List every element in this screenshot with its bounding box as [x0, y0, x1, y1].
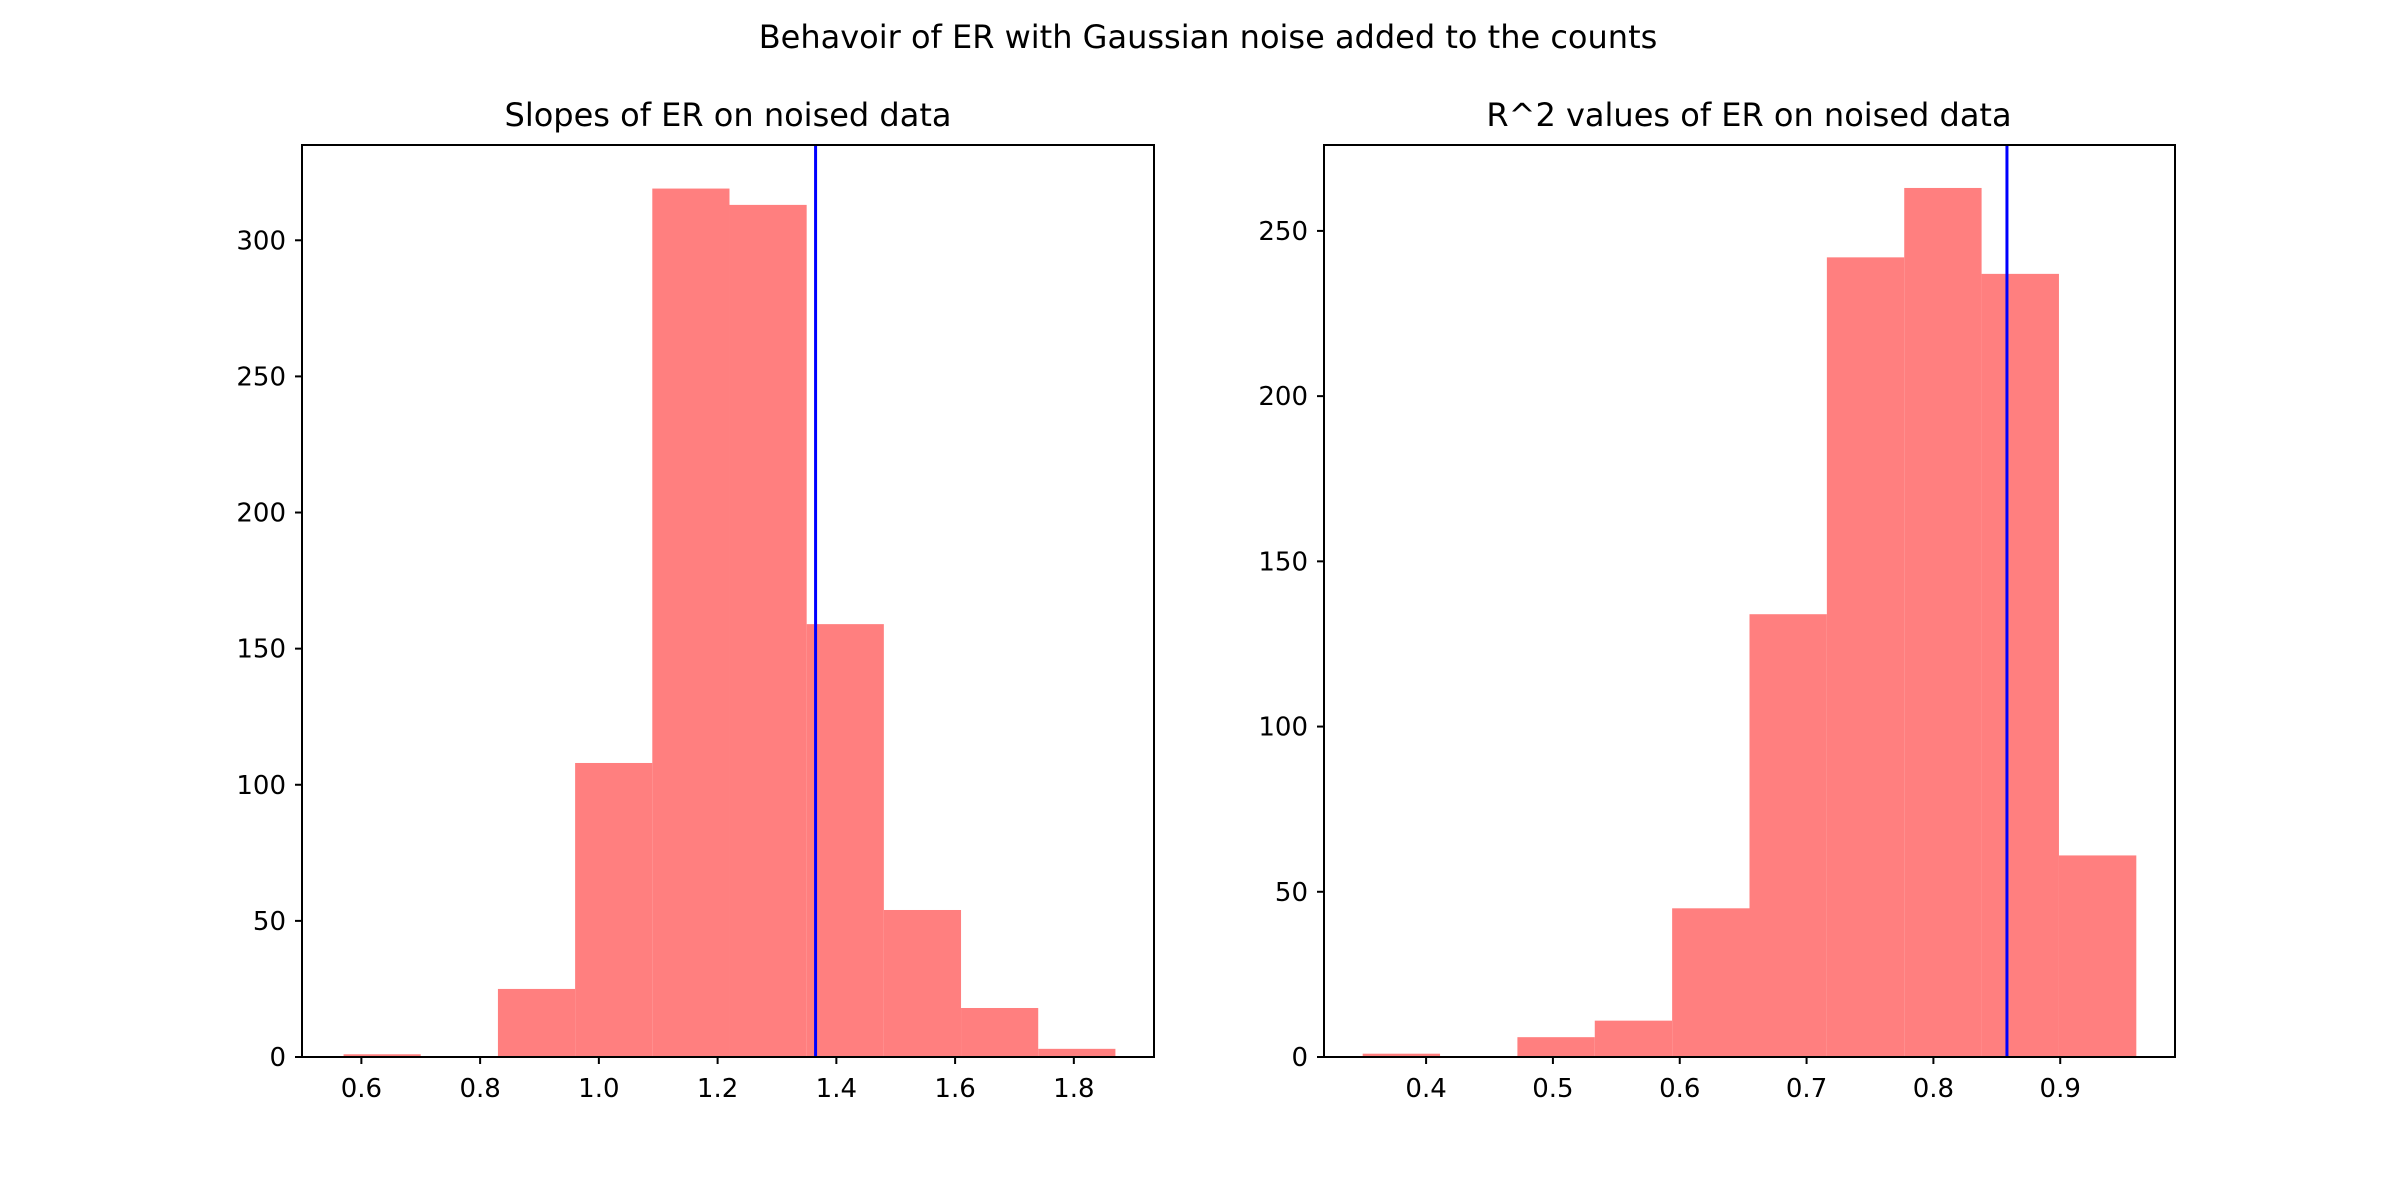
right-subplot-bar-8 [1981, 273, 2059, 1057]
left-subplot-x-tick-label-2: 1.0 [578, 1074, 619, 1104]
left-subplot-bar-3 [575, 762, 653, 1057]
left-subplot-x-tick-label-5: 1.6 [934, 1074, 975, 1104]
left-subplot-x-tick-label-4: 1.4 [816, 1074, 857, 1104]
left-subplot-title: Slopes of ER on noised data [505, 96, 952, 134]
right-subplot-y-tick-label-0: 0 [1291, 1043, 1308, 1073]
right-subplot-bars [1362, 187, 2137, 1057]
right-subplot-x-tick-label-2: 0.6 [1659, 1074, 1700, 1104]
right-subplot-x-tick-label-4: 0.8 [1913, 1074, 1954, 1104]
left-subplot-bar-0 [343, 1054, 421, 1057]
left-subplot-y-tick-label-4: 200 [236, 499, 286, 529]
left-subplot-bar-8 [961, 1007, 1039, 1057]
right-subplot-y-axis: 0 50 100 150 200 250 [1258, 217, 1324, 1073]
left-subplot-bar-4 [652, 188, 730, 1057]
left-subplot-y-tick-label-6: 300 [236, 226, 286, 256]
right-subplot-bar-0 [1362, 1053, 1441, 1057]
right-subplot-y-tick-label-5: 250 [1258, 217, 1308, 247]
left-subplot-frame [301, 144, 1155, 1058]
left-subplot: Slopes of ER on noised data 0.6 0.8 1.0 1.2… [236, 96, 1155, 1104]
left-subplot-y-tick-label-2: 100 [236, 771, 286, 801]
left-subplot-x-tick-label-0: 0.6 [341, 1074, 382, 1104]
right-subplot-bar-9 [2058, 855, 2137, 1057]
right-subplot-bar-6 [1826, 257, 1905, 1057]
left-subplot-x-tick-label-6: 1.8 [1053, 1074, 1094, 1104]
right-subplot-x-tick-label-3: 0.7 [1786, 1074, 1827, 1104]
right-subplot-y-tick-label-3: 150 [1258, 547, 1308, 577]
left-subplot-y-axis: 0 50 100 150 200 250 300 [236, 226, 302, 1073]
right-subplot-frame [1323, 144, 2176, 1058]
right-subplot-bar-3 [1594, 1020, 1673, 1057]
left-subplot-y-tick-label-1: 50 [253, 907, 286, 937]
left-subplot-bars [343, 188, 1116, 1058]
left-subplot-y-tick-label-3: 150 [236, 635, 286, 665]
left-subplot-x-axis: 0.6 0.8 1.0 1.2 1.4 1.6 1.8 [341, 1057, 1095, 1104]
right-subplot-y-tick-label-4: 200 [1258, 382, 1308, 412]
right-subplot-bar-7 [1904, 187, 1982, 1057]
figure-suptitle: Behavoir of ER with Gaussian noise added… [759, 18, 1658, 56]
right-subplot-y-tick-label-2: 100 [1258, 713, 1308, 743]
left-subplot-x-tick-label-3: 1.2 [697, 1074, 738, 1104]
left-subplot-bar-9 [1038, 1048, 1116, 1057]
right-subplot-bar-5 [1749, 614, 1827, 1057]
right-subplot-bar-4 [1672, 908, 1750, 1057]
left-subplot-y-tick-label-0: 0 [269, 1043, 286, 1073]
right-subplot-x-tick-label-5: 0.9 [2040, 1074, 2081, 1104]
right-subplot-y-tick-label-1: 50 [1275, 878, 1308, 908]
left-subplot-bar-2 [497, 988, 576, 1057]
right-subplot-x-tick-label-0: 0.4 [1405, 1074, 1446, 1104]
right-subplot-x-tick-label-1: 0.5 [1532, 1074, 1573, 1104]
right-subplot: R^2 values of ER on noised data 0.4 0.5 0.… [1258, 96, 2176, 1104]
left-subplot-bar-5 [729, 204, 807, 1058]
right-subplot-bar-2 [1517, 1037, 1595, 1057]
right-subplot-x-axis: 0.4 0.5 0.6 0.7 0.8 0.9 [1405, 1057, 2081, 1104]
left-subplot-bar-6 [806, 624, 884, 1057]
left-subplot-y-tick-label-5: 250 [236, 362, 286, 392]
left-subplot-bar-7 [883, 909, 962, 1057]
left-subplot-x-tick-label-1: 0.8 [459, 1074, 500, 1104]
right-subplot-title: R^2 values of ER on noised data [1486, 96, 2011, 134]
